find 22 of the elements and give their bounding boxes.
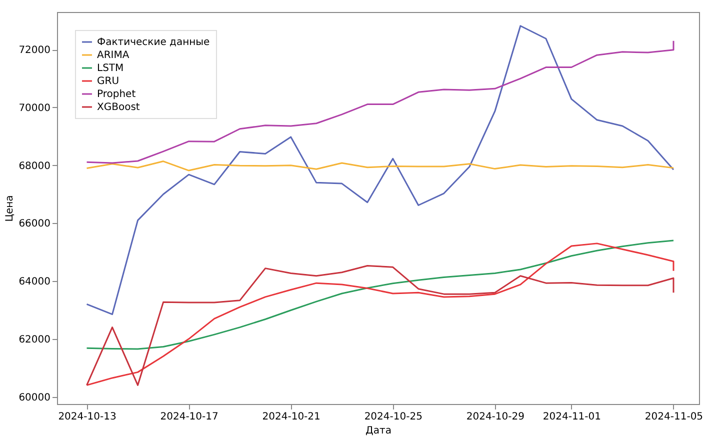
y-tick-label: 70000 bbox=[18, 102, 50, 114]
y-tick-label: 64000 bbox=[18, 276, 50, 288]
legend-label: LSTM bbox=[97, 63, 124, 74]
x-axis-title: Дата bbox=[366, 426, 392, 436]
legend-label: XGBoost bbox=[97, 102, 140, 113]
x-tick-label: 2024-10-17 bbox=[160, 412, 218, 422]
y-axis-title: Цена bbox=[4, 195, 16, 222]
x-tick-label: 2024-10-13 bbox=[58, 412, 116, 422]
x-tick-label: 2024-10-25 bbox=[364, 412, 422, 422]
x-tick-label: 2024-10-29 bbox=[466, 412, 524, 422]
legend-label: Фактические данные bbox=[97, 37, 210, 48]
y-tick-label: 62000 bbox=[18, 334, 50, 346]
legend-label: ARIMA bbox=[97, 50, 130, 61]
x-tick-label: 2024-11-01 bbox=[542, 412, 602, 422]
legend-label: Prophet bbox=[97, 89, 136, 100]
x-tick-label: 2024-10-21 bbox=[262, 412, 320, 422]
legend-label: GRU bbox=[97, 76, 120, 87]
x-tick-label: 2024-11-05 bbox=[644, 412, 704, 422]
y-tick-label: 66000 bbox=[18, 218, 50, 230]
y-tick-label: 72000 bbox=[18, 45, 50, 56]
y-tick-label: 60000 bbox=[18, 392, 50, 404]
y-tick-label: 68000 bbox=[18, 160, 50, 172]
